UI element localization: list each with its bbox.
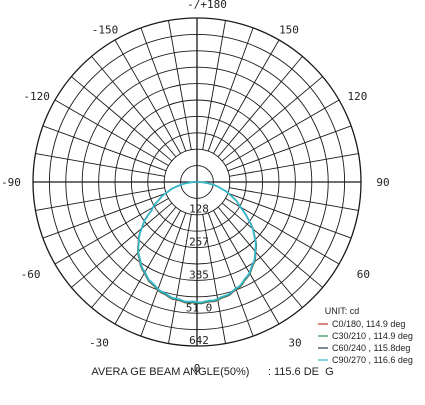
legend-label: C90/270 , 116.6 deg xyxy=(332,355,413,365)
grid-spoke xyxy=(114,210,181,325)
grid-spoke xyxy=(217,56,303,158)
grid-spoke xyxy=(140,212,187,337)
angle-label: 120 xyxy=(347,90,367,103)
angle-label: -90 xyxy=(1,176,21,189)
angle-label: 0 xyxy=(194,362,201,375)
beam-angle-value: : 115.6 DE G xyxy=(267,366,334,378)
angle-label: -/+180 xyxy=(187,0,227,11)
grid-spoke xyxy=(71,76,173,162)
radial-tick-label: 128 xyxy=(189,203,209,216)
beam-angle-footer: AVERA GE BEAM ANGLE(50%) : 115.6 DE G xyxy=(0,366,425,378)
angle-label: -120 xyxy=(23,90,50,103)
grid-spoke xyxy=(42,125,167,172)
grid-spoke xyxy=(54,99,169,166)
grid-spoke xyxy=(207,212,254,337)
grid-spoke xyxy=(54,198,169,265)
grid-spoke xyxy=(202,20,226,150)
angle-label: 90 xyxy=(376,176,389,189)
radial-tick-label: 642 xyxy=(189,334,209,347)
grid-spoke xyxy=(114,39,181,154)
legend-label: C30/210 , 114.9 deg xyxy=(332,331,413,341)
series-curve xyxy=(137,181,257,304)
grid-spoke xyxy=(229,153,359,177)
legend-label: C0/180, 114.9 deg xyxy=(332,319,405,329)
grid-spoke xyxy=(207,27,254,152)
grid-spoke xyxy=(221,76,323,162)
angle-label: 60 xyxy=(357,268,370,281)
grid-spoke xyxy=(213,39,280,154)
grid-spoke xyxy=(91,206,177,308)
grid-spoke xyxy=(225,198,340,265)
radial-tick-label: 257 xyxy=(189,236,209,249)
beam-angle-label: AVERA GE BEAM ANGLE(50%) xyxy=(91,366,250,378)
angle-label: -150 xyxy=(92,24,119,37)
grid-spoke xyxy=(213,210,280,325)
grid-spoke xyxy=(168,20,192,150)
grid-spoke xyxy=(227,125,352,172)
angle-label: 30 xyxy=(288,336,301,349)
radial-tick-label: 51 0 xyxy=(186,301,213,314)
grid-spoke xyxy=(229,187,359,211)
radial-tick-label: 385 xyxy=(189,268,209,281)
angle-label: 150 xyxy=(279,24,299,37)
grid-spoke xyxy=(168,214,192,344)
grid-spoke xyxy=(71,202,173,288)
grid-spoke xyxy=(91,56,177,158)
grid-spoke xyxy=(221,202,323,288)
grid-spoke xyxy=(225,99,340,166)
grid-spoke xyxy=(35,153,165,177)
grid-spoke xyxy=(140,27,187,152)
grid-spoke xyxy=(42,192,167,239)
grid-spoke xyxy=(202,214,226,344)
grid-spoke xyxy=(227,192,352,239)
unit-label: UNIT: cd xyxy=(325,306,360,316)
legend-label: C60/240 , 115.8deg xyxy=(332,343,410,353)
angle-label: -60 xyxy=(21,268,41,281)
grid-spoke xyxy=(35,187,165,211)
grid-spoke xyxy=(217,206,303,308)
angle-label: -30 xyxy=(89,336,109,349)
